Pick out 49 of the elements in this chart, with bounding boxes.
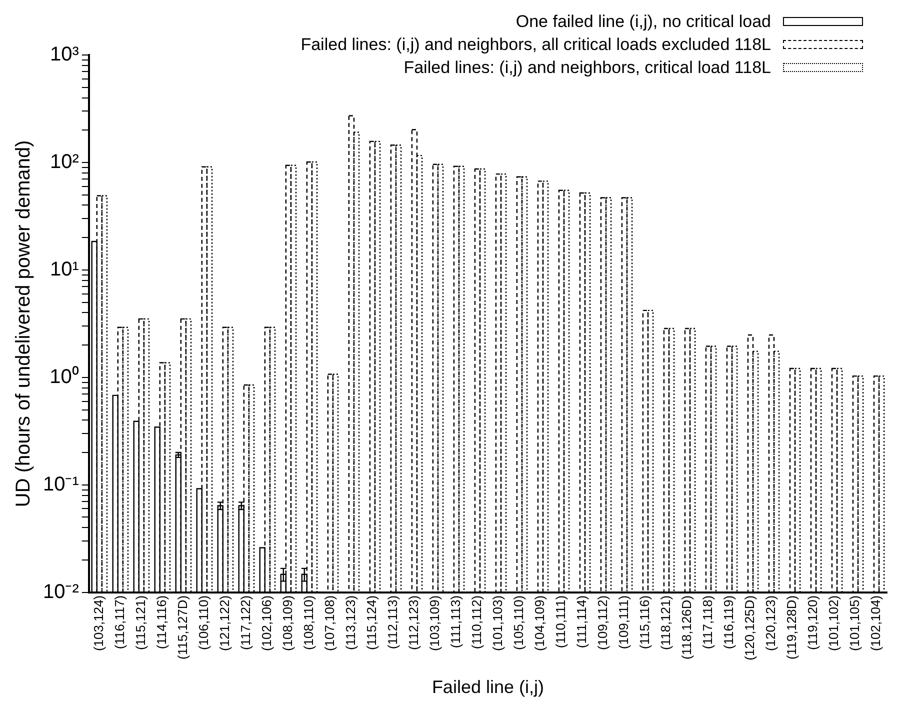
x-tick-label: (105,110) [511,595,526,650]
x-tick-label: (120,123) [763,595,778,652]
y-tick-label: 10² [50,150,80,173]
x-tick-label: (101,102) [826,595,842,652]
x-tick-label: (115,127D) [174,595,190,660]
x-tick-label: (113,123) [343,595,358,650]
x-tick-label: (121,122) [217,595,232,652]
x-tick-label: (103,109) [427,595,442,652]
x-tick-label: (119,120) [805,595,820,650]
x-tick-label: (108,110) [301,595,316,650]
x-tick-label: (101,103) [490,595,506,652]
x-tick-label: (106,110) [196,595,211,650]
x-tick-label: (103,124) [90,595,106,652]
x-tick-label: (118,126D) [679,595,694,660]
x-tick-label: (109,112) [595,595,610,650]
y-tick-label: 10³ [50,44,80,66]
x-tick-label: (115,116) [637,595,652,650]
y-tick-label: 10¹ [50,258,80,280]
y-tick-label: 10⁰ [50,364,79,388]
x-tick-label: (102,106) [259,595,274,652]
x-tick-label: (101,105) [847,595,862,652]
x-tick-label: (102,104) [868,595,884,652]
x-tick-label: (108,109) [280,595,296,652]
x-tick-label: (115,124) [364,595,380,650]
y-axis-title: UD (hours of undelivered power demand) [12,140,35,508]
x-tick-label: (118,121) [658,595,674,650]
x-tick-label: (107,108) [322,595,338,652]
x-tick-label: (111,113) [448,595,464,648]
y-tick-label: 10⁻¹ [43,473,80,496]
x-tick-label: (116,117) [112,595,127,650]
legend-label: One failed line (i,j), no critical load [516,12,771,32]
x-tick-label: (116,119) [721,595,736,650]
x-tick-label: (110,112) [469,595,484,650]
x-tick-label: (112,113) [385,595,400,650]
y-tick-label: 10⁻² [43,580,80,603]
x-tick-label: (104,109) [532,595,548,652]
x-tick-label: (114,116) [154,595,169,650]
legend-label: Failed lines: (i,j) and neighbors, critical load 118L [404,58,771,78]
x-axis-title: Failed line (i,j) [432,677,544,698]
x-tick-label: (111,114) [574,595,590,648]
x-tick-label: (117,122) [238,595,254,650]
legend-label: Failed lines: (i,j) and neighbors, all critical loads excluded 118L [300,34,771,54]
x-tick-label: (117,118) [700,595,716,650]
x-tick-label: (120,125D) [742,595,758,660]
x-tick-label: (112,123) [406,595,422,650]
x-tick-label: (115,121) [132,595,148,650]
x-tick-label: (110,111) [553,595,568,648]
x-tick-label: (109,111) [616,595,632,650]
x-tick-label: (119,128D) [784,595,800,660]
